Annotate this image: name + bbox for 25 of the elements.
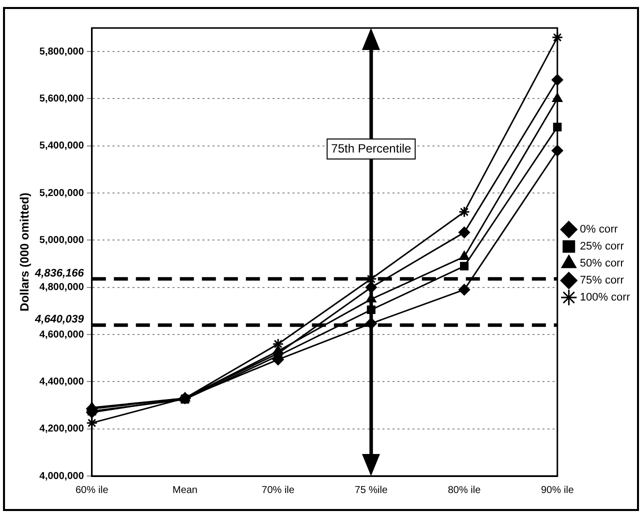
legend-label: 50% corr — [580, 258, 624, 270]
legend-label: 100% corr — [580, 292, 630, 304]
x-tick-label: 90% ile — [540, 484, 574, 496]
y-tick-label: 4,600,000 — [39, 329, 84, 340]
x-tick-label: 80% ile — [448, 484, 482, 496]
y-tick-label: 5,600,000 — [39, 93, 84, 104]
legend-label: 0% corr — [580, 224, 618, 236]
y-tick-label: 5,200,000 — [39, 188, 84, 199]
x-tick-label: 75 %ile — [354, 484, 388, 496]
y-tick-label: 4,800,000 — [39, 282, 84, 294]
ref-line-label: 4,640,039 — [34, 314, 85, 326]
y-tick-label: 4,400,000 — [39, 376, 84, 388]
x-tick-label: Mean — [172, 484, 198, 496]
y-tick-label: 4,200,000 — [39, 424, 84, 435]
y-axis-title: Dollars (000 omitted) — [18, 192, 32, 312]
y-tick-label: 5,400,000 — [39, 140, 84, 152]
legend-label: 25% corr — [580, 240, 624, 253]
y-tick-label: 4,000,000 — [39, 470, 84, 482]
x-tick-label: 70% ile — [262, 484, 295, 496]
ref-line-label: 4,836,166 — [34, 267, 85, 280]
y-tick-label: 5,800,000 — [39, 46, 84, 58]
y-tick-label: 5,000,000 — [39, 234, 84, 246]
x-tick-label: 60% ile — [75, 484, 109, 496]
legend-label: 75% corr — [580, 274, 624, 287]
ref-line-label: 75th Percentile — [331, 141, 412, 156]
